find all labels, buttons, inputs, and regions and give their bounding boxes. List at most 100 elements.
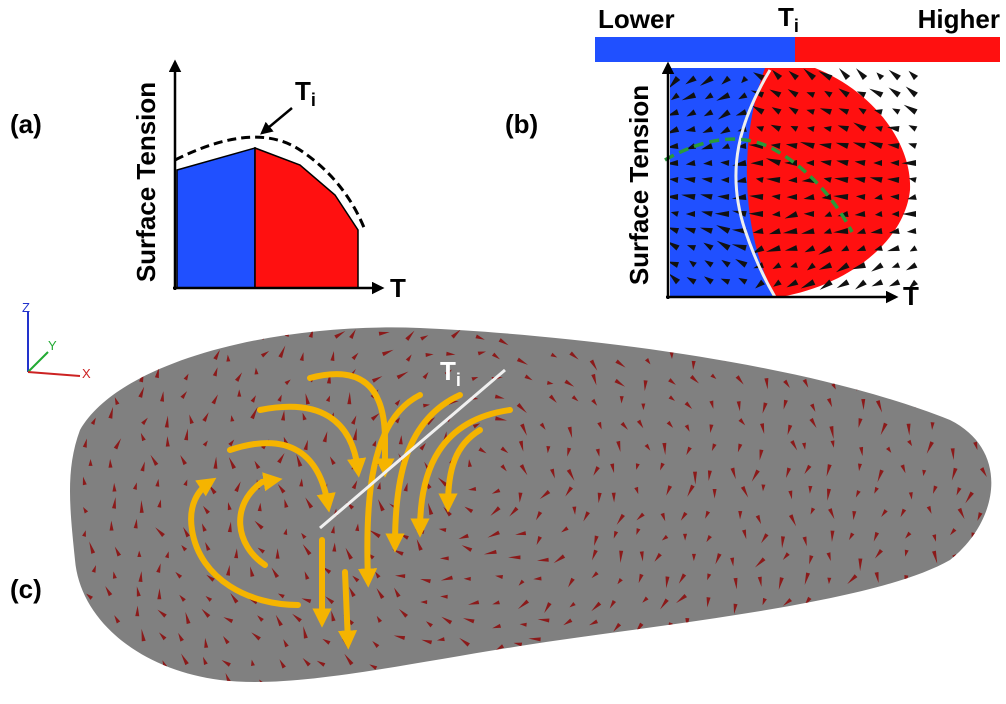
vector <box>924 603 928 615</box>
vector <box>910 377 916 383</box>
vector <box>970 683 978 690</box>
blue-region <box>177 148 255 288</box>
vector <box>510 687 519 691</box>
vector <box>969 595 975 605</box>
vector <box>831 663 835 674</box>
vector <box>733 622 740 628</box>
vector <box>86 614 95 625</box>
vector <box>855 662 859 673</box>
vector <box>590 332 599 339</box>
vector <box>705 689 712 696</box>
vector <box>798 638 806 650</box>
vector <box>780 615 791 623</box>
vector <box>606 690 618 696</box>
vector <box>611 662 623 670</box>
vector <box>85 658 89 669</box>
vector <box>631 637 642 646</box>
triad-y: Y <box>48 338 57 353</box>
ti-sub: i <box>794 16 799 36</box>
colorbar-low-label: Lower <box>598 4 675 34</box>
vector <box>882 643 887 650</box>
vector <box>662 668 668 673</box>
red-region <box>747 68 910 297</box>
ti-sub: i <box>311 90 316 110</box>
vector <box>330 681 335 688</box>
vector <box>837 279 850 288</box>
vector <box>739 355 745 360</box>
vector <box>458 666 470 671</box>
vector <box>558 688 568 697</box>
vector <box>105 658 115 665</box>
vector <box>762 644 766 656</box>
vector <box>90 394 98 406</box>
vector <box>970 575 977 583</box>
vector <box>974 358 978 364</box>
vector <box>856 380 860 392</box>
vector <box>977 661 982 673</box>
vector <box>860 600 864 606</box>
vector <box>394 667 402 671</box>
vector <box>88 679 92 691</box>
vector <box>887 245 900 251</box>
vector <box>881 661 888 666</box>
vector <box>908 125 917 132</box>
vector <box>872 279 884 286</box>
colorbar-mid-label: Ti <box>778 2 799 36</box>
vector <box>969 623 976 632</box>
vector <box>892 108 900 114</box>
vector <box>351 682 357 689</box>
colorbar-high <box>795 37 1000 62</box>
vector <box>883 378 888 389</box>
vector <box>443 666 455 672</box>
vector <box>732 662 737 674</box>
vector <box>586 690 592 697</box>
vector <box>758 354 762 361</box>
vector <box>133 661 140 667</box>
x-axis-label: T <box>903 281 919 311</box>
vector <box>903 687 908 700</box>
vector <box>181 677 192 687</box>
x-axis-label: T <box>390 273 406 303</box>
vector <box>133 326 137 334</box>
vector <box>691 639 698 647</box>
vector <box>906 87 918 98</box>
vector <box>162 682 169 693</box>
y-axis-label: Surface Tension <box>624 85 654 285</box>
panel-label: (a) <box>10 109 42 139</box>
vector <box>906 262 918 270</box>
vector <box>923 357 927 364</box>
vector <box>640 666 647 671</box>
vector <box>737 335 749 344</box>
vector <box>807 684 814 692</box>
vector <box>204 680 211 687</box>
vector <box>524 330 535 334</box>
vector <box>831 338 837 348</box>
vector <box>881 621 887 629</box>
vector <box>858 336 867 345</box>
vector <box>855 644 862 650</box>
vector <box>909 361 913 367</box>
vector <box>910 245 918 251</box>
vector <box>855 280 867 290</box>
vector <box>414 682 422 688</box>
vector <box>782 682 789 694</box>
vector <box>180 330 184 338</box>
vector <box>729 643 736 652</box>
vector <box>634 682 640 688</box>
vector <box>885 353 889 359</box>
vector <box>882 686 887 693</box>
vector <box>948 691 952 704</box>
vector <box>838 641 842 649</box>
colorbar-low <box>595 37 795 62</box>
triad-x: X <box>82 366 91 381</box>
vector <box>491 687 500 691</box>
vector <box>834 361 839 368</box>
vector <box>755 616 764 622</box>
panel-label: (b) <box>505 109 538 139</box>
vector <box>976 427 980 433</box>
vector <box>373 684 381 690</box>
vector <box>812 335 821 346</box>
ti-base: T <box>440 356 456 386</box>
vector <box>685 618 689 629</box>
vector <box>972 532 976 541</box>
